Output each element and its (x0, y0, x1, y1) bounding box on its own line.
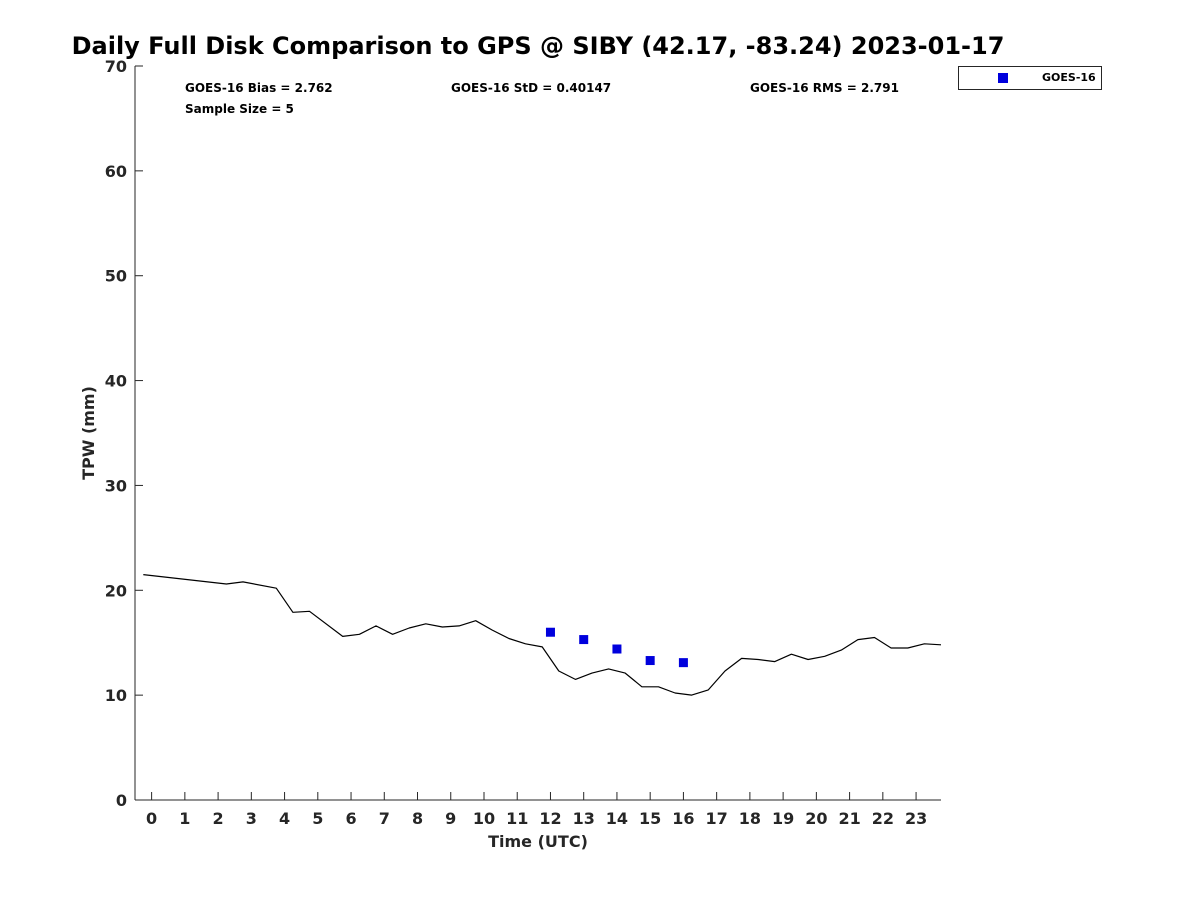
legend-marker (998, 73, 1008, 83)
axes (134, 66, 941, 801)
x-tick-label: 9 (445, 809, 456, 828)
y-tick-label: 30 (105, 476, 127, 495)
std-annotation: GOES-16 StD = 0.40147 (451, 81, 611, 95)
x-tick-label: 13 (573, 809, 595, 828)
y-tick-label: 60 (105, 162, 127, 181)
stats-annotations: GOES-16 Bias = 2.762 GOES-16 StD = 0.401… (185, 81, 899, 116)
bias-annotation: GOES-16 Bias = 2.762 (185, 81, 333, 95)
x-tick-label: 11 (506, 809, 528, 828)
y-ticks: 0 10 20 30 40 50 60 70 (105, 57, 143, 810)
x-tick-label: 3 (246, 809, 257, 828)
y-tick-label: 70 (105, 57, 127, 76)
x-tick-label: 1 (179, 809, 190, 828)
legend-box (958, 66, 1102, 90)
series-layer (143, 574, 942, 696)
y-tick-label: 0 (116, 791, 127, 810)
goes16-tpw-marker (545, 627, 555, 637)
goes16-tpw-marker (579, 635, 589, 645)
x-tick-label: 2 (213, 809, 224, 828)
sample-size-annotation: Sample Size = 5 (185, 102, 294, 116)
goes16-tpw-marker (678, 658, 688, 668)
x-tick-label: 19 (772, 809, 794, 828)
y-tick-label: 10 (105, 686, 127, 705)
x-tick-label: 23 (905, 809, 927, 828)
x-tick-label: 16 (672, 809, 694, 828)
goes16-tpw-marker (645, 656, 655, 666)
rms-annotation: GOES-16 RMS = 2.791 (750, 81, 899, 95)
gps-tpw-line (143, 574, 942, 696)
y-tick-label: 40 (105, 372, 127, 391)
x-tick-label: 10 (473, 809, 495, 828)
x-tick-label: 12 (539, 809, 561, 828)
x-tick-label: 18 (739, 809, 761, 828)
x-ticks: 0 1 2 3 4 5 6 7 8 9 10 11 12 13 14 15 16 17 18 19 20 21 22 23 (146, 792, 927, 828)
y-tick-label: 50 (105, 267, 127, 286)
x-tick-label: 0 (146, 809, 157, 828)
x-tick-label: 4 (279, 809, 290, 828)
y-axis-label: TPW (mm) (79, 386, 98, 480)
x-tick-label: 20 (805, 809, 827, 828)
x-axis-label: Time (UTC) (488, 832, 588, 851)
y-tick-label: 20 (105, 581, 127, 600)
chart-title: Daily Full Disk Comparison to GPS @ SIBY… (72, 32, 1005, 60)
x-tick-label: 21 (838, 809, 860, 828)
x-tick-label: 8 (412, 809, 423, 828)
legend-label-goes16: GOES-16 (1042, 71, 1096, 84)
x-tick-label: 22 (872, 809, 894, 828)
x-tick-label: 5 (312, 809, 323, 828)
x-tick-label: 17 (706, 809, 728, 828)
legend: GOES-16 (958, 66, 1102, 90)
x-tick-label: 6 (345, 809, 356, 828)
goes16-tpw-marker (612, 644, 622, 654)
x-tick-label: 15 (639, 809, 661, 828)
x-tick-label: 7 (379, 809, 390, 828)
x-tick-label: 14 (606, 809, 628, 828)
